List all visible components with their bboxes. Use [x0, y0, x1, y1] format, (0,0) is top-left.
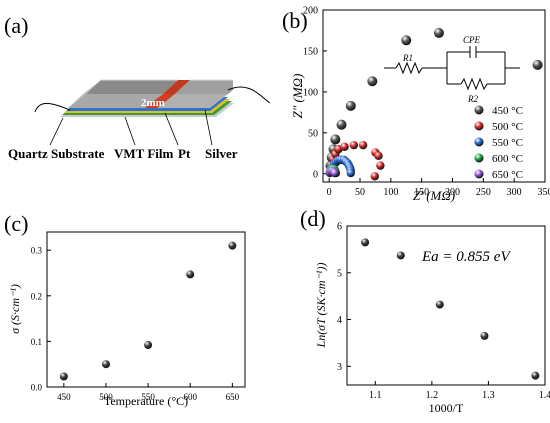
series-point-0: [345, 100, 356, 111]
data-point: [480, 331, 489, 340]
plot-frame: [46, 231, 246, 388]
x-tick-label: 500: [99, 392, 113, 402]
x-axis-label: 1000/T: [429, 401, 464, 415]
circuit-r2: R2: [467, 94, 478, 104]
wire-right: [227, 86, 271, 104]
data-point: [531, 371, 540, 380]
y-tick-label: 0.0: [31, 383, 43, 393]
x-tick-label: 1.3: [482, 390, 495, 401]
panel-b: (b) R1 CPE R2 0 50 100 150 200 250 300 350 0 50 10…: [282, 6, 550, 204]
data-point: [144, 341, 153, 350]
x-tick-label: 300: [507, 187, 522, 198]
x-tick-label: 50: [355, 187, 365, 198]
series-point-0: [433, 27, 444, 38]
x-tick-label: 600: [183, 392, 197, 402]
y-tick-label: 150: [303, 46, 318, 57]
panel-d-tag: (d): [300, 206, 326, 231]
plot-frame: [322, 9, 546, 183]
plot-frame: [346, 225, 546, 386]
x-tick-label: 1.2: [426, 390, 439, 401]
x-tick-label: 650: [226, 392, 240, 402]
panel-a-tag: (a): [4, 13, 28, 38]
x-tick-label: 150: [414, 187, 429, 198]
series-point-1: [349, 140, 359, 150]
x-tick-label: 200: [445, 187, 460, 198]
y-tick-label: 100: [303, 87, 318, 98]
legend-marker-1: [474, 121, 484, 131]
y-tick-label: 5: [337, 268, 342, 279]
legend-marker-3: [474, 153, 484, 163]
legend-label-1: 500 °C: [492, 121, 523, 133]
y-axis-label: Z″ (MΩ): [290, 74, 305, 119]
series-point-1: [376, 161, 385, 170]
data-point: [361, 238, 370, 247]
data-point: [435, 300, 444, 309]
y-tick-label: 3: [337, 362, 342, 373]
series-point-0: [336, 119, 347, 130]
data-point: [396, 251, 405, 260]
series-point-1: [340, 142, 349, 151]
series-point-0: [367, 76, 378, 87]
x-axis-label: Z′ (MΩ): [413, 188, 455, 203]
series-point-1: [358, 140, 368, 150]
data-point: [186, 270, 195, 279]
silver-electrode-left-front: [68, 94, 163, 108]
label-pt: Pt: [178, 146, 191, 161]
x-tick-label: 450: [57, 392, 71, 402]
series-point-0: [532, 59, 543, 70]
vmt-gap: [145, 94, 175, 108]
x-axis-label: Temperature (°C): [104, 394, 188, 408]
series-point-0: [401, 35, 412, 46]
legend-marker-0: [474, 105, 484, 115]
label-quartz-substrate: Quartz Substrate: [8, 146, 105, 161]
activation-energy-annotation: Ea = 0.855 eV: [421, 249, 511, 265]
x-tick-label: 1.4: [539, 390, 550, 401]
equivalent-circuit: [384, 46, 520, 91]
panel-b-tag: (b): [282, 8, 308, 33]
data-point: [101, 360, 110, 369]
panel-c-tag: (c): [4, 211, 28, 236]
y-tick-label: 6: [337, 222, 342, 233]
circuit-cpe: CPE: [463, 35, 481, 45]
series-point-1: [370, 172, 379, 181]
silver-electrode-left: [86, 80, 178, 94]
legend-label-4: 650 °C: [492, 169, 523, 181]
y-tick-label: 0.1: [31, 337, 42, 347]
y-tick-label: 50: [308, 128, 318, 139]
series-point-0: [330, 134, 341, 145]
x-tick-label: 1.1: [369, 390, 382, 401]
data-point: [228, 241, 237, 250]
legend-marker-2: [474, 137, 484, 147]
legend-label-3: 600 °C: [492, 153, 523, 165]
label-vmt-film: VMT Film: [114, 146, 174, 161]
series-point-1: [374, 151, 383, 160]
wire-left: [34, 103, 71, 113]
y-tick-label: 0.2: [31, 291, 42, 301]
x-tick-label: 250: [476, 187, 491, 198]
y-axis-label: Ln(σT (SK·cm⁻¹)): [314, 263, 328, 349]
y-tick-label: 0: [313, 169, 318, 180]
silver-electrode-right-front: [157, 94, 228, 108]
y-axis-label: σ (S·cm⁻¹): [8, 284, 22, 334]
series-point-2: [346, 168, 355, 178]
x-tick-label: 100: [383, 187, 398, 198]
series-point-4: [330, 168, 339, 178]
y-tick-label: 0.3: [31, 246, 43, 256]
panel-d: (d) 1.1 1.2 1.3 1.4 3 4 5 6 1000/T Ln(σT (SK·cm⁻¹…: [300, 206, 550, 415]
circuit-r1: R1: [402, 53, 413, 63]
label-silver: Silver: [205, 146, 238, 161]
y-tick-label: 4: [337, 315, 342, 326]
x-tick-label: 0: [327, 187, 332, 198]
x-tick-label: 550: [141, 392, 155, 402]
panel-a: (a) 2mm Quartz Substrate VMT Film Pt Sil: [4, 13, 271, 161]
x-tick-label: 350: [538, 187, 550, 198]
legend-label-0: 450 °C: [492, 105, 523, 117]
y-tick-label: 200: [303, 6, 318, 17]
legend-marker-4: [474, 169, 484, 179]
panel-c: (c) 450 500 550 600 650 0.0 0.1 0.2 0.3 Temperatu…: [4, 211, 246, 408]
gap-dimension-label: 2mm: [141, 97, 165, 109]
legend-label-2: 550 °C: [492, 137, 523, 149]
data-point: [59, 372, 68, 381]
